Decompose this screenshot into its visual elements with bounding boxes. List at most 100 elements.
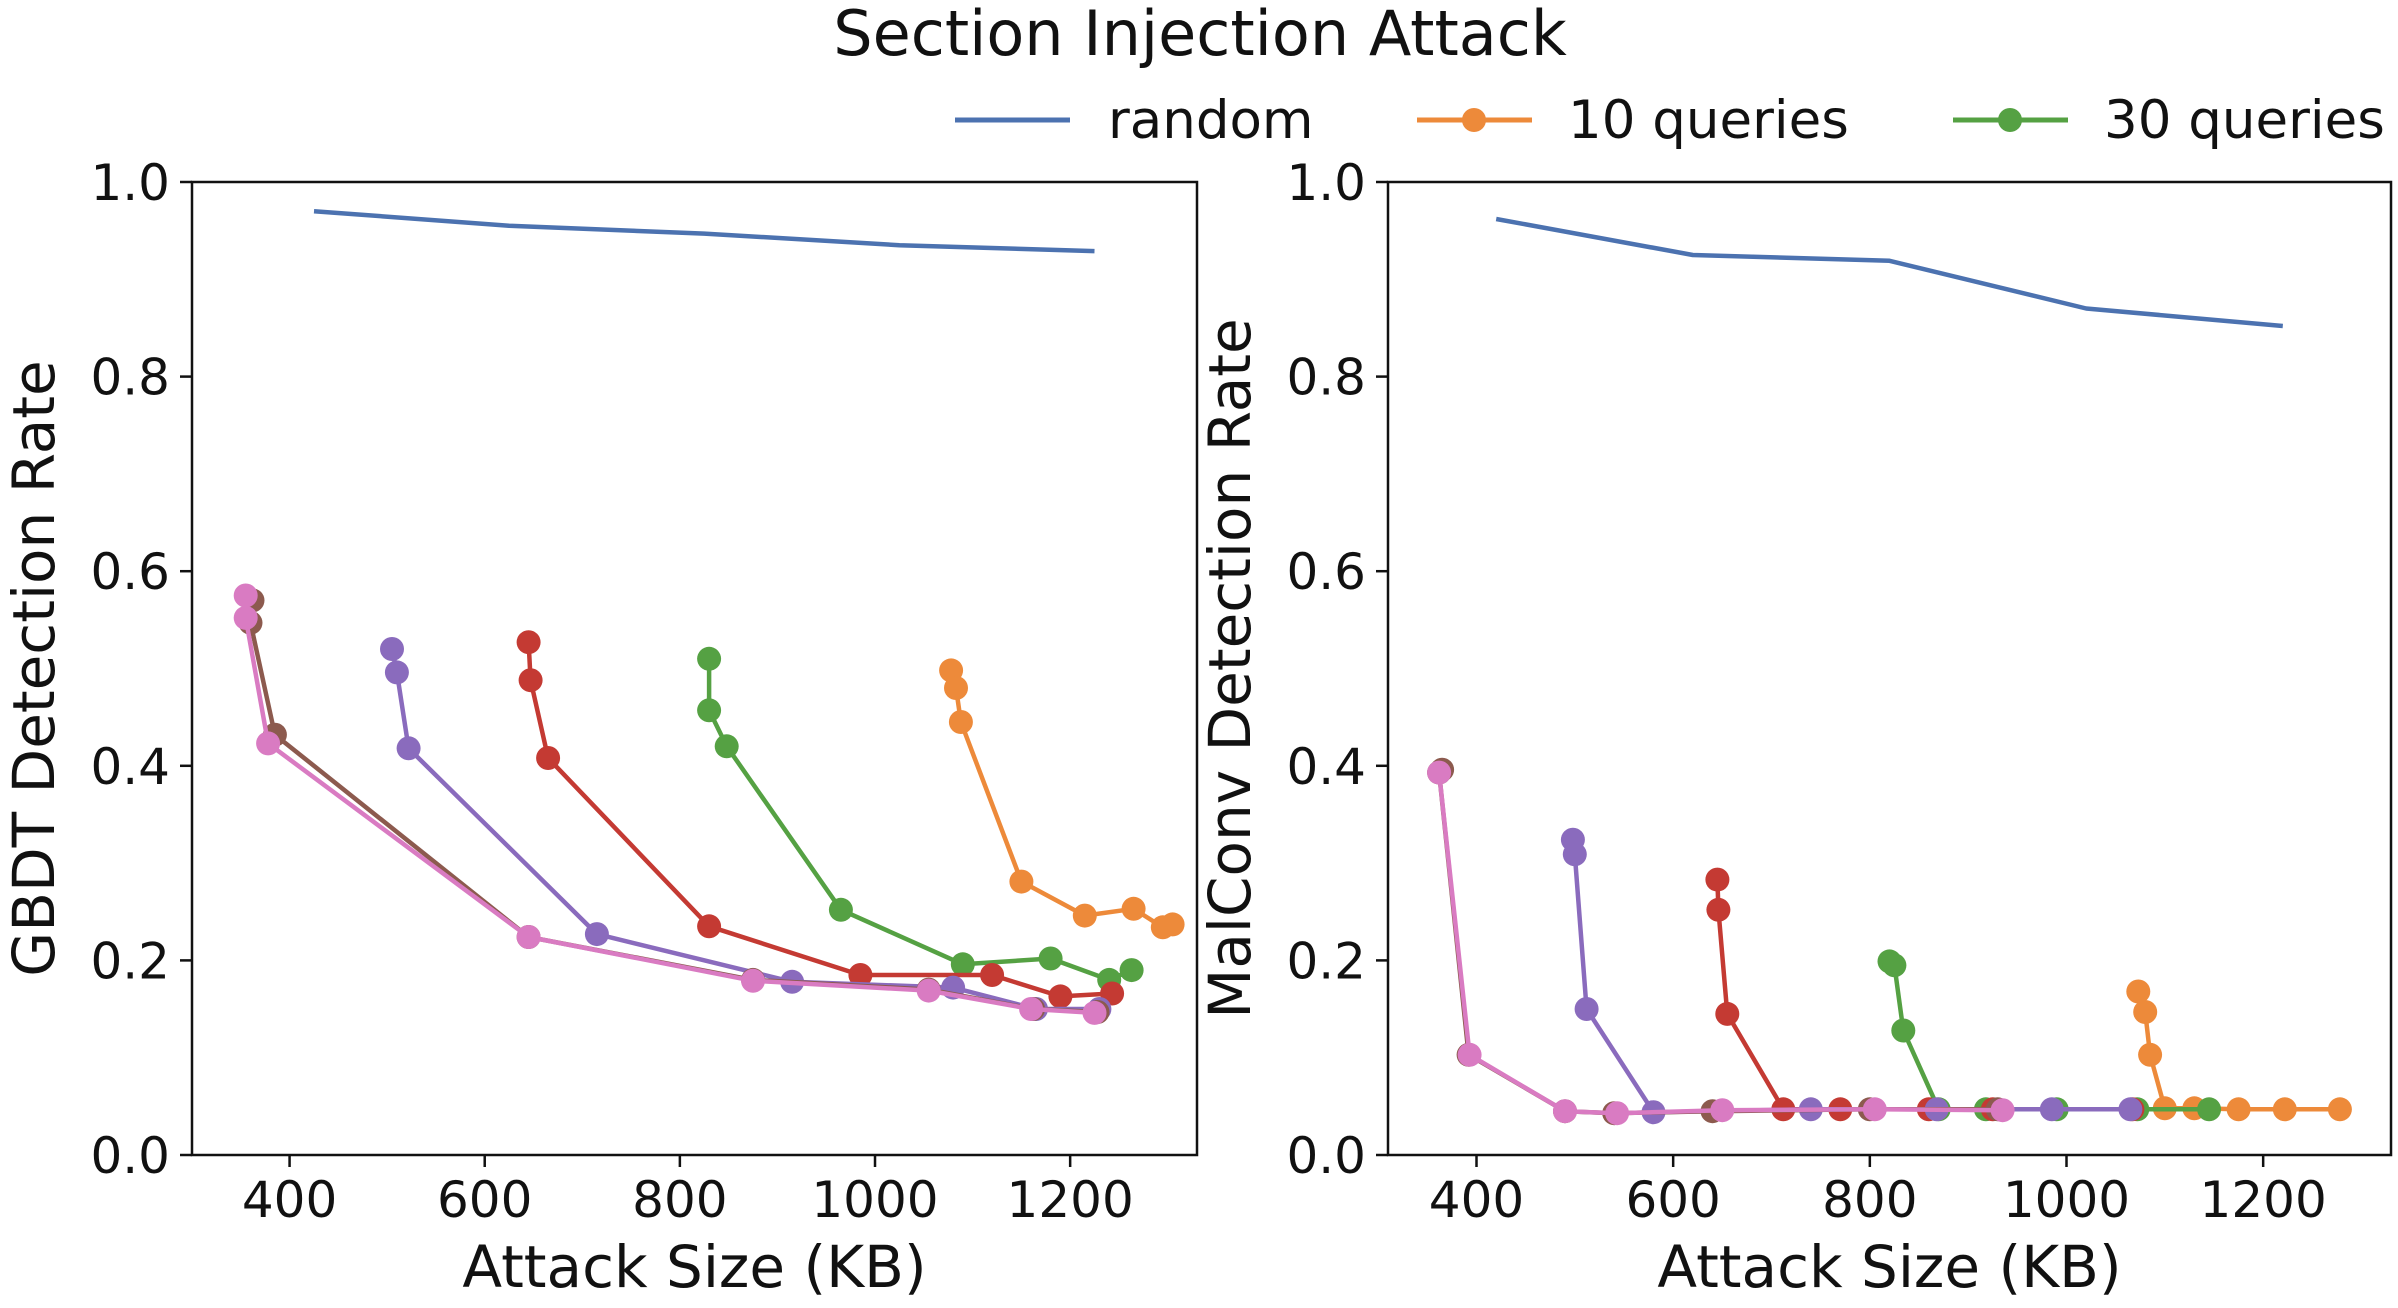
series-2 [1877,949,2222,1122]
series-line [2136,990,2340,1112]
y-tick-label: 0.8 [1286,349,1366,407]
data-point [2226,1097,2251,1122]
data-point [1019,997,1044,1021]
y-tick-label: 0.2 [90,932,170,990]
data-point [697,646,722,671]
data-point [1121,896,1146,921]
data-point [1009,869,1034,894]
data-point [1119,958,1144,983]
data-point [1706,897,1731,922]
legend-marker-30-queries [1998,108,2022,132]
series-0 [1495,216,2283,329]
y-tick-label: 0.6 [1286,543,1366,601]
series-2 [697,646,1144,992]
data-point [2039,1097,2064,1122]
x-tick-label: 1200 [2200,1171,2327,1229]
data-point [1553,1099,1577,1124]
data-point [916,978,941,1003]
data-point [2133,1000,2158,1024]
chart-malconv: 400 600 800 1000 1200 0.0 0.2 0.4 0.6 0.8 1.0 Attac… [1196,154,2393,1301]
legend-label-10-queries: 10 queries [1568,90,1849,151]
data-point [848,963,873,987]
y-tick-label: 0.8 [90,349,170,407]
data-point [2327,1097,2352,1122]
legend-entry-random: random [955,90,1314,151]
y-axis-label: GBDT Detection Rate [0,360,68,976]
y-tick-label: 1.0 [90,154,170,212]
data-point [1562,842,1587,867]
legend-label-30-queries: 30 queries [2104,90,2385,151]
data-point [233,583,258,608]
series-line [243,595,1095,1016]
data-point [1072,903,1097,928]
data-point [1862,1097,1887,1122]
data-point [1048,984,1073,1009]
data-point [1715,1001,1740,1026]
data-point [950,952,975,977]
data-point [384,660,409,685]
data-point [380,637,404,661]
series-line [389,648,1100,1012]
legend-entry-10-queries: 10 queries [1417,90,1849,151]
series-line [1495,216,2283,329]
data-point [1990,1098,2015,1123]
data-point [1710,1098,1735,1123]
data-point [233,605,258,630]
plot-frame [1386,180,2393,1157]
legend-label-random: random [1108,90,1314,151]
x-tick-label: 800 [1822,1171,1917,1229]
series-1 [939,658,1185,940]
data-point [1891,1018,1916,1043]
data-point [944,676,968,700]
y-tick-label: 0.2 [1286,932,1366,990]
data-point [948,710,973,734]
data-point [2126,979,2151,1004]
series-line [1570,839,2131,1115]
x-tick-label: 1000 [2003,1171,2130,1229]
x-tick-label: 800 [632,1171,727,1229]
data-point [1605,1101,1630,1126]
x-tick-label: 400 [242,1171,337,1229]
data-point [1038,946,1063,971]
series-line [526,642,1113,999]
data-point [2118,1097,2143,1122]
data-point [256,731,281,756]
data-point [1574,997,1599,1021]
data-point [516,630,541,655]
chart-gbdt: 400 600 800 1000 1200 0.0 0.2 0.4 0.6 0.8 1.0 Attac… [0,154,1199,1301]
series-line [706,658,1133,983]
series-4 [1560,827,2143,1125]
chart-title: Section Injection Attack [833,0,1567,70]
data-point [1160,912,1185,937]
series-6 [233,583,1107,1025]
y-tick-label: 1.0 [1286,154,1366,212]
data-point [1427,760,1452,785]
data-point [697,914,722,939]
y-tick-label: 0.4 [90,738,170,796]
series-1 [2126,979,2352,1122]
x-tick-label: 600 [437,1171,532,1229]
data-point [741,968,765,993]
x-axis-label: Attack Size (KB) [462,1233,926,1301]
y-tick-label: 0.4 [1286,738,1366,796]
data-point [518,668,543,693]
data-point [2197,1097,2222,1122]
x-tick-label: 1000 [811,1171,938,1229]
data-point [584,922,609,947]
data-point [980,963,1005,987]
y-axis-label: MalConv Detection Rate [1196,318,1264,1018]
data-point [1882,953,1907,978]
x-tick-label: 600 [1625,1171,1720,1229]
x-tick-label: 400 [1429,1171,1524,1229]
legend-entry-30-queries: 30 queries [1953,90,2385,151]
series-6 [1427,760,2015,1126]
data-point [2272,1097,2297,1122]
plot-frame [190,180,1199,1157]
data-point [396,736,421,761]
y-tick-label: 0.6 [90,543,170,601]
data-point [1457,1042,1482,1067]
series-line [313,208,1095,254]
series-0 [313,208,1095,254]
data-point [1082,1000,1107,1025]
series-line [948,669,1174,930]
